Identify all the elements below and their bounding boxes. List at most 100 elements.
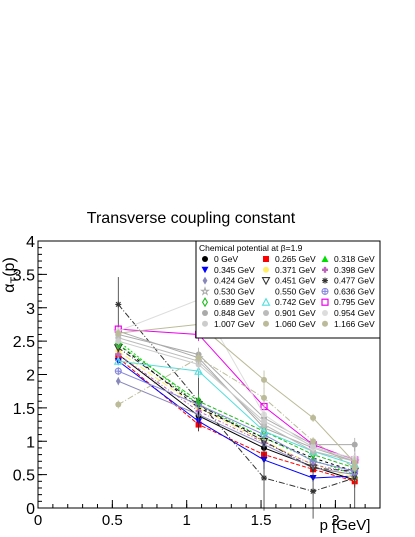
y-tick-label: 2.5 (13, 334, 35, 351)
y-axis-label-suffix: (p) (1, 257, 18, 277)
y-tick-label: 3.5 (13, 267, 35, 284)
legend-entry: 0.424 GeV (202, 276, 255, 286)
x-tick-label: 2 (331, 512, 339, 529)
data-point (261, 418, 268, 425)
legend-entry: 0.398 GeV (322, 265, 375, 275)
x-tick-label: 1.5 (251, 512, 272, 529)
data-point (200, 286, 210, 296)
y-axis-label: αT(p) (1, 257, 21, 293)
data-point (194, 366, 204, 375)
y-tick-label: 4 (26, 234, 35, 251)
legend-label: 0.742 GeV (275, 297, 316, 307)
legend-label: 0.901 GeV (275, 308, 316, 318)
y-axis-label-subscript: T (9, 277, 21, 284)
data-point (263, 320, 269, 327)
data-point (310, 443, 317, 450)
y-tick-label: 0.5 (13, 468, 35, 485)
legend-label: 0.318 GeV (334, 254, 375, 264)
x-tick-label: 0.5 (102, 512, 123, 529)
series-line (118, 328, 355, 461)
legend: Chemical potential at β=1.9 0 GeV 0.265 G… (195, 240, 381, 339)
series-line (118, 380, 355, 476)
legend-label: 0.398 GeV (334, 265, 375, 275)
legend-label: 0.954 GeV (334, 308, 375, 318)
data-point (113, 356, 123, 365)
y-tick-label: 0 (26, 501, 35, 518)
series (115, 351, 358, 475)
series (115, 347, 358, 485)
data-point (115, 301, 122, 308)
legend-entry: 0.795 GeV (321, 297, 375, 307)
legend-label: 0.636 GeV (334, 286, 375, 296)
legend-entry: 0.265 GeV (263, 254, 316, 264)
legend-entry: 0.550 GeV (275, 286, 316, 296)
data-point (310, 414, 317, 421)
data-point (351, 464, 358, 471)
series-line (118, 357, 355, 469)
legend-label: 0.530 GeV (214, 286, 255, 296)
legend-label: 0.689 GeV (214, 297, 255, 307)
legend-entry: 0.451 GeV (261, 276, 316, 286)
legend-label: 1.166 GeV (334, 319, 375, 329)
legend-label: 1.007 GeV (214, 319, 255, 329)
legend-label: 0.795 GeV (334, 297, 375, 307)
data-point (261, 297, 271, 306)
legend-label: 0 GeV (214, 254, 238, 264)
legend-label: 0.371 GeV (275, 265, 316, 275)
series (117, 340, 356, 478)
y-tick-label: 1 (26, 434, 35, 451)
legend-entry: 0.689 GeV (201, 297, 255, 308)
legend-label: 1.060 GeV (275, 319, 316, 329)
legend-label: 0.477 GeV (334, 276, 375, 286)
data-point (114, 367, 122, 375)
legend-entry: 1.060 GeV (263, 319, 316, 329)
y-tick-label: 3 (26, 301, 35, 318)
data-point (195, 354, 202, 361)
series-line (117, 340, 355, 476)
y-tick-label: 1.5 (13, 401, 35, 418)
data-point (321, 287, 329, 295)
legend-entry: 0.954 GeV (322, 308, 375, 318)
chart-title: Transverse coupling constant (87, 210, 296, 227)
legend-entry: 0.318 GeV (321, 254, 375, 264)
data-point (115, 401, 122, 408)
data-point (263, 266, 269, 273)
legend-entry: 0.530 GeV (200, 286, 255, 296)
data-point (261, 277, 271, 286)
legend-entry: 0.477 GeV (322, 276, 375, 286)
data-point (321, 255, 329, 262)
y-tick-label: 2 (26, 368, 35, 385)
data-point (202, 310, 208, 316)
data-point (261, 376, 268, 383)
data-point (202, 256, 208, 262)
data-point (261, 474, 268, 481)
x-axis-label: p [GeV] (320, 517, 371, 534)
legend-label: 0.451 GeV (275, 276, 316, 286)
legend-entry: 0.742 GeV (261, 297, 316, 307)
data-point (115, 330, 122, 337)
legend-entry: 0.848 GeV (202, 308, 255, 318)
data-point (115, 377, 121, 386)
legend-label: 0.265 GeV (275, 254, 316, 264)
data-point (263, 310, 269, 316)
legend-label: 0.848 GeV (214, 308, 255, 318)
legend-entry: 0 GeV (202, 254, 238, 264)
series (115, 353, 358, 488)
series (115, 339, 358, 475)
data-point (202, 276, 208, 285)
data-point (201, 266, 209, 274)
series (114, 325, 359, 467)
legend-label: 0.550 GeV (275, 286, 316, 296)
legend-entry: 1.007 GeV (202, 319, 255, 329)
series (114, 367, 359, 478)
data-point (263, 256, 269, 262)
series-line (117, 360, 355, 479)
legend-entry: 0.636 GeV (321, 286, 375, 296)
data-point (195, 396, 202, 407)
data-point (261, 394, 268, 401)
legend-box (195, 240, 381, 339)
legend-entry: 0.345 GeV (201, 265, 255, 275)
data-point (310, 488, 317, 495)
data-point (321, 298, 329, 306)
